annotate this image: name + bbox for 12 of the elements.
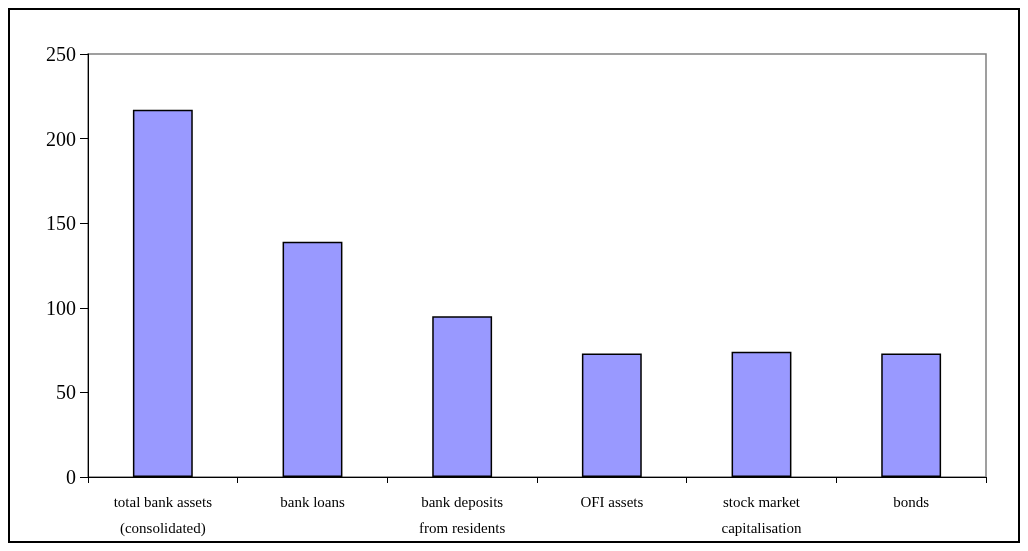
x-tick-label: bank deposits from residents bbox=[419, 494, 506, 536]
x-tick-label: bank loans bbox=[280, 494, 345, 510]
x-tick-label: total bank assets (consolidated) bbox=[113, 494, 213, 537]
x-tick-label: bonds bbox=[893, 494, 930, 510]
y-tick-label: 150 bbox=[46, 212, 76, 235]
x-tick-label: OFI assets bbox=[580, 494, 644, 510]
y-tick-label: 50 bbox=[56, 381, 76, 404]
y-tick-label: 100 bbox=[46, 296, 76, 319]
y-tick-label: 250 bbox=[46, 43, 76, 65]
y-tick-label: 200 bbox=[46, 127, 76, 150]
x-tick-label: stock market capitalisation bbox=[721, 494, 802, 536]
y-tick-label: 0 bbox=[66, 466, 76, 488]
